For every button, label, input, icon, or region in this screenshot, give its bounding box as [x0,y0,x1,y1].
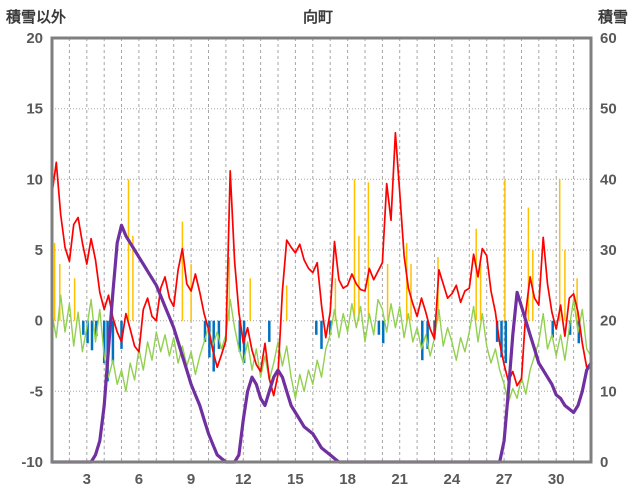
right-axis-tick-label: 50 [600,101,617,118]
left-axis-tick-label: 5 [35,242,43,259]
plot-border [50,36,593,464]
left-axis-tick-label: 20 [26,30,43,47]
series-green-series [51,294,592,404]
x-axis-tick-label: 9 [187,471,195,488]
left-axis-title: 積雪以外 [6,9,67,26]
x-axis-tick-label: 3 [83,471,91,488]
right-axis-tick-label: 40 [600,171,617,188]
x-axis-tick-label: 6 [135,471,143,488]
series-temperature [51,131,592,397]
left-axis-tick-label: 10 [26,171,43,188]
left-axis-tick-label: 0 [35,313,43,330]
x-axis-tick-label: 24 [444,471,461,488]
x-axis-tick-label: 30 [548,471,565,488]
series-snow-depth [50,223,593,464]
x-axis-tick-label: 27 [496,471,513,488]
left-axis-tick-label: -10 [21,454,43,471]
left-axis-tick-label: 15 [26,101,43,118]
right-axis-tick-label: 30 [600,242,617,259]
right-axis-tick-label: 20 [600,313,617,330]
x-axis-tick-label: 18 [339,471,356,488]
right-axis-title: 積雪 [597,9,628,26]
chart-title: 向町 [302,9,333,26]
x-axis-tick-label: 12 [235,471,252,488]
right-axis-tick-label: 60 [600,30,617,47]
right-axis-tick-label: 0 [600,454,608,471]
left-axis-tick-label: -5 [30,383,43,400]
x-axis-tick-label: 15 [287,471,304,488]
right-axis-tick-label: 10 [600,383,617,400]
x-axis-tick-label: 21 [391,471,408,488]
